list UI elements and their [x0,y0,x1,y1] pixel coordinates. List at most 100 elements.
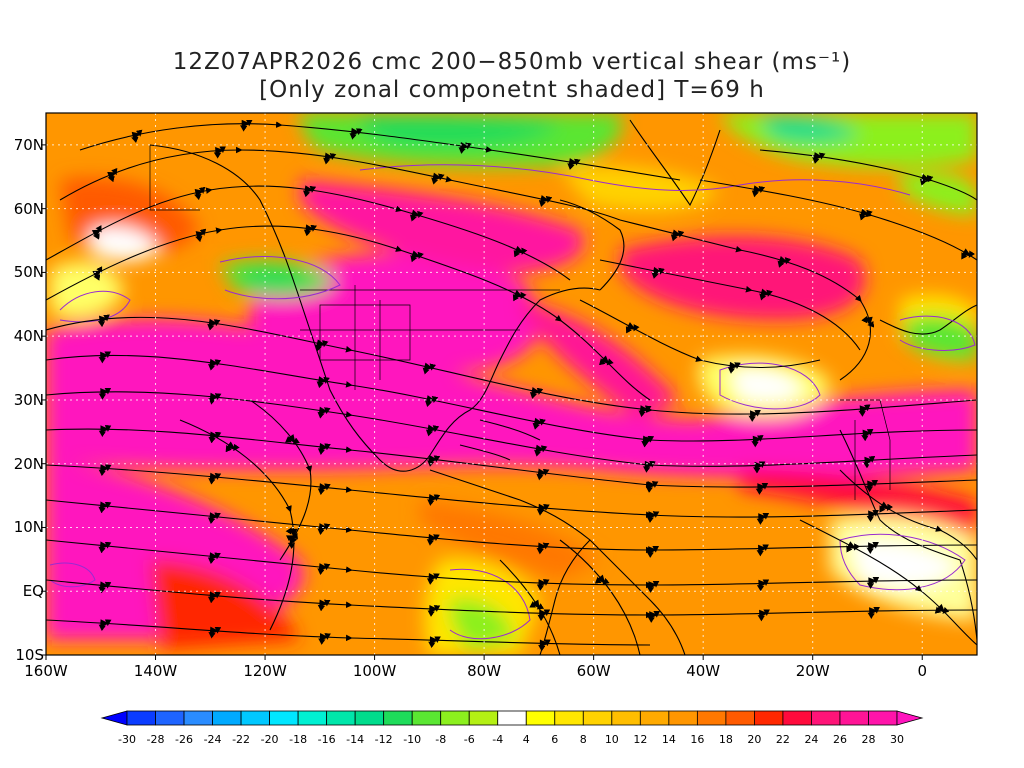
streamline [79,121,681,181]
streamline [799,519,977,646]
streamline-arrow [100,316,108,323]
streamline-arrow [649,582,656,588]
axis-ticks [41,144,923,660]
colorbar-swatch [155,710,185,726]
streamline-arrow [428,424,436,432]
streamline-arrow [759,580,766,586]
colorbar-high-arrow [896,710,924,726]
lon-label: 0 [917,662,927,680]
streamline-arrow [196,230,204,237]
streamline-arrow [761,288,769,298]
streamline [46,619,651,646]
colorbar-label: 6 [551,733,559,746]
streamline-arrow [429,495,437,502]
streamline-arrow [860,406,867,412]
colorbar-label: -12 [374,733,393,746]
streamline-arrow [848,541,857,551]
colorbar-label: 28 [861,733,876,746]
lon-label: 80W [467,662,502,680]
colorbar-swatch [611,710,641,726]
streamline [46,225,651,401]
lat-label: 40N [13,327,44,346]
streamline-arrow [210,553,218,560]
streamline-arrow [649,547,656,553]
colorbar-swatch [497,710,527,726]
colorbar-swatch [212,710,242,726]
streamline-arrow [922,173,930,183]
streamline [179,419,295,631]
map-frame [45,112,978,656]
colorbar-swatch [639,710,670,726]
streamline-arrow [751,411,758,417]
lon-label: 60W [576,662,611,680]
streamline-arrow [865,457,872,463]
streamline-arrow [814,153,822,160]
streamline-arrow [760,610,767,616]
lon-label: 140W [133,662,178,680]
colorbar-swatch [668,710,698,726]
streamline-arrow [325,153,333,160]
streamline-arrow [210,628,217,634]
streamline [759,149,977,201]
streamline-arrow [869,578,876,584]
streamline-arrow [758,484,765,490]
lon-label: 120W [243,662,287,680]
streamline-arrow [132,131,140,138]
streamline-arrow [320,484,328,491]
streamline [46,428,977,488]
streamline-arrow [216,147,223,153]
streamline-arrow [650,612,657,618]
colorbar-swatch [868,710,898,726]
streamline-arrow [539,543,546,549]
streamline-arrow [101,426,108,432]
streamline-arrow [101,620,108,626]
streamline [46,539,977,589]
colorbar-label: -16 [317,733,336,746]
streamline-arrow [754,186,762,193]
streamline-arrow [598,576,607,585]
colorbar-label: 4 [522,733,530,746]
streamline-arrow [937,603,946,614]
streamline [599,259,861,351]
colorbar-label: 10 [604,733,619,746]
streamline-arrow [759,545,766,551]
lon-label: 160W [24,662,68,680]
streamline-arrow [601,355,610,365]
lat-label: 70N [13,135,44,154]
streamline-arrow [515,245,524,255]
colorbar-swatch [183,710,213,726]
colorbar-swatch [811,710,841,726]
colorbar-swatch [269,710,299,726]
streamline-arrow [538,469,546,476]
shaded-field [46,113,977,655]
streamline-arrow [306,225,314,232]
streamline-arrow [433,172,441,181]
colorbar-label: -30 [118,733,136,746]
streamline-arrow [412,209,420,219]
colorbar-swatch [354,710,385,726]
streamline-arrow [539,505,546,512]
streamline-arrow [861,208,869,218]
streamline-arrow [100,502,108,509]
streamline-arrow [101,352,108,358]
colorbar-swatch [582,710,613,726]
streamline [46,464,977,519]
colorbar-label: -14 [346,733,365,746]
streamline-arrow [868,481,875,487]
streamline-arrow [755,462,762,468]
streamline-arrow [461,143,469,150]
colorbar-label: 18 [718,733,733,746]
streamline-arrow [866,317,873,325]
streamline [46,579,977,619]
streamline-arrow [317,339,325,347]
colorbar-swatch [440,710,470,726]
lon-label: 20W [795,662,830,680]
streamline-arrow [869,543,876,549]
streamline-arrow [412,250,421,259]
streamline-arrow [429,456,437,463]
colorbar-swatch [525,710,556,726]
streamline-arrow [730,363,738,370]
streamline [46,499,977,554]
streamline-arrow [319,377,327,384]
colorbar-label: 20 [747,733,762,746]
